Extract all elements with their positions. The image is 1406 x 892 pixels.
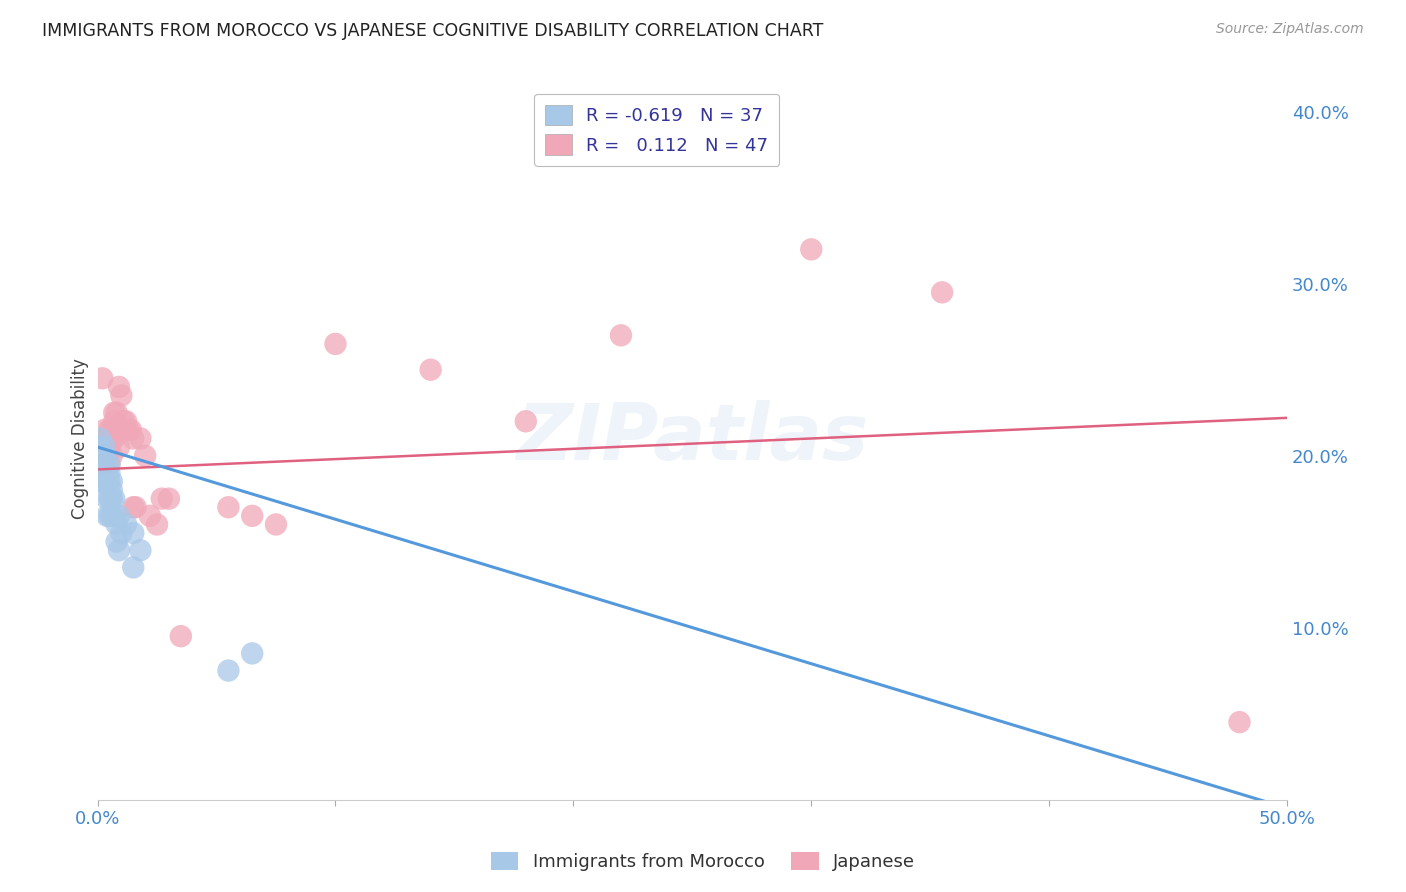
Point [122,560,145,574]
Point [217,664,239,678]
Point [93,457,115,471]
Point [110,526,132,541]
Point [105,423,128,437]
Point [101,423,124,437]
Point [91,466,114,480]
Point [115,517,138,532]
Point [103,491,125,506]
Point [98,457,121,471]
Point [87,440,110,454]
Point [101,432,124,446]
Point [98,457,121,471]
Point [146,517,169,532]
Point [93,440,115,454]
Point [610,328,633,343]
Point [122,432,145,446]
Point [105,517,128,532]
Point [134,449,156,463]
Point [217,500,239,515]
Point [93,475,115,489]
Point [98,440,121,454]
Point [264,517,287,532]
Point [419,362,441,376]
Point [170,629,193,643]
Point [98,475,121,489]
Point [89,457,111,471]
Point [103,414,125,428]
Point [89,449,111,463]
Point [108,440,131,454]
Legend: Immigrants from Morocco, Japanese: Immigrants from Morocco, Japanese [484,845,922,879]
Point [98,432,121,446]
Point [112,414,135,428]
Point [96,491,118,506]
Point [96,440,118,454]
Point [96,432,118,446]
Legend: R = -0.619   N = 37, R =   0.112   N = 47: R = -0.619 N = 37, R = 0.112 N = 47 [534,94,779,166]
Point [108,508,131,523]
Point [117,423,139,437]
Point [108,423,131,437]
Point [120,423,142,437]
Point [108,380,131,394]
Text: Source: ZipAtlas.com: Source: ZipAtlas.com [1216,22,1364,37]
Point [101,508,124,523]
Point [105,534,128,549]
Point [101,483,124,497]
Point [110,388,132,402]
Point [325,337,347,351]
Text: IMMIGRANTS FROM MOROCCO VS JAPANESE COGNITIVE DISABILITY CORRELATION CHART: IMMIGRANTS FROM MOROCCO VS JAPANESE COGN… [42,22,824,40]
Point [101,475,124,489]
Point [96,475,118,489]
Text: ZIPatlas: ZIPatlas [516,401,869,476]
Point [98,423,121,437]
Point [122,526,145,541]
Point [1229,715,1251,730]
Point [157,491,180,506]
Point [96,508,118,523]
Point [122,500,145,515]
Point [129,543,152,558]
Point [115,414,138,428]
Point [93,457,115,471]
Point [91,475,114,489]
Point [96,466,118,480]
Point [93,423,115,437]
Point [89,457,111,471]
Point [89,432,111,446]
Point [105,406,128,420]
Point [240,508,263,523]
Point [91,371,114,385]
Point [98,491,121,506]
Point [101,449,124,463]
Point [931,285,953,300]
Point [103,406,125,420]
Point [800,243,823,257]
Point [129,432,152,446]
Point [98,466,121,480]
Point [103,508,125,523]
Point [101,491,124,506]
Point [103,432,125,446]
Y-axis label: Cognitive Disability: Cognitive Disability [72,358,89,519]
Point [93,440,115,454]
Point [90,475,112,489]
Point [150,491,173,506]
Point [93,449,115,463]
Point [124,500,146,515]
Point [98,508,121,523]
Point [240,646,263,660]
Point [515,414,537,428]
Point [108,543,131,558]
Point [139,508,162,523]
